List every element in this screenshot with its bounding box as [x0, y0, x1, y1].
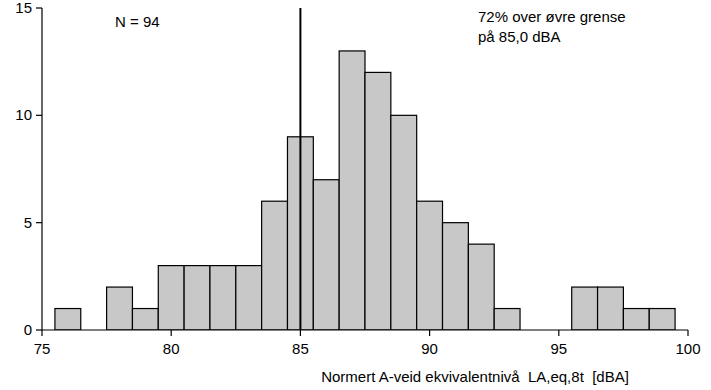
- y-tick-label: 10: [15, 106, 32, 123]
- histogram-bar: [649, 309, 675, 330]
- chart: 0 5 10 15 75 80 85 90 95 100 Normert A-veid ekviva…: [0, 0, 711, 390]
- x-tick-label: 85: [292, 340, 309, 357]
- x-tick: [558, 330, 559, 336]
- histogram-bar: [417, 201, 443, 330]
- y-tick: [36, 329, 42, 330]
- histogram-bar: [236, 266, 262, 330]
- x-tick: [429, 330, 430, 336]
- y-tick: [36, 222, 42, 223]
- y-axis: [41, 8, 42, 330]
- histogram-bar: [132, 309, 158, 330]
- x-tick: [41, 330, 42, 336]
- x-tick-label: 80: [163, 340, 180, 357]
- limit-line: [299, 8, 301, 330]
- histogram-bar: [443, 223, 469, 330]
- histogram-bar: [107, 287, 133, 330]
- annotation: N = 94: [115, 13, 160, 30]
- histogram-bar: [365, 72, 391, 330]
- x-tick: [171, 330, 172, 336]
- bars: [55, 51, 675, 330]
- histogram-bar: [468, 244, 494, 330]
- histogram-bar: [313, 180, 339, 330]
- y-tick-label: 5: [24, 214, 32, 231]
- x-tick-label: 90: [421, 340, 438, 357]
- histogram-bar: [494, 309, 520, 330]
- y-tick-label: 0: [24, 321, 32, 338]
- histogram-bar: [262, 201, 288, 330]
- x-tick: [300, 330, 301, 336]
- histogram-bar: [598, 287, 624, 330]
- histogram-bar: [339, 51, 365, 330]
- histogram-bar: [158, 266, 184, 330]
- x-tick: [687, 330, 688, 336]
- x-tick-label: 100: [675, 340, 700, 357]
- y-tick: [36, 115, 42, 116]
- x-axis-label: Normert A-veid ekvivalentnivå LA,eq,8t […: [321, 368, 629, 385]
- histogram-bar: [210, 266, 236, 330]
- histogram-bar: [623, 309, 649, 330]
- y-tick: [36, 7, 42, 8]
- annotation: 72% over øvre grense: [478, 8, 626, 25]
- x-tick-label: 95: [550, 340, 567, 357]
- histogram-bar: [184, 266, 210, 330]
- histogram-bar: [55, 309, 81, 330]
- histogram-bar: [572, 287, 598, 330]
- x-axis: [42, 329, 688, 330]
- y-tick-label: 15: [15, 0, 32, 16]
- annotation: på 85,0 dBA: [478, 28, 561, 45]
- histogram-bar: [391, 115, 417, 330]
- x-tick-label: 75: [34, 340, 51, 357]
